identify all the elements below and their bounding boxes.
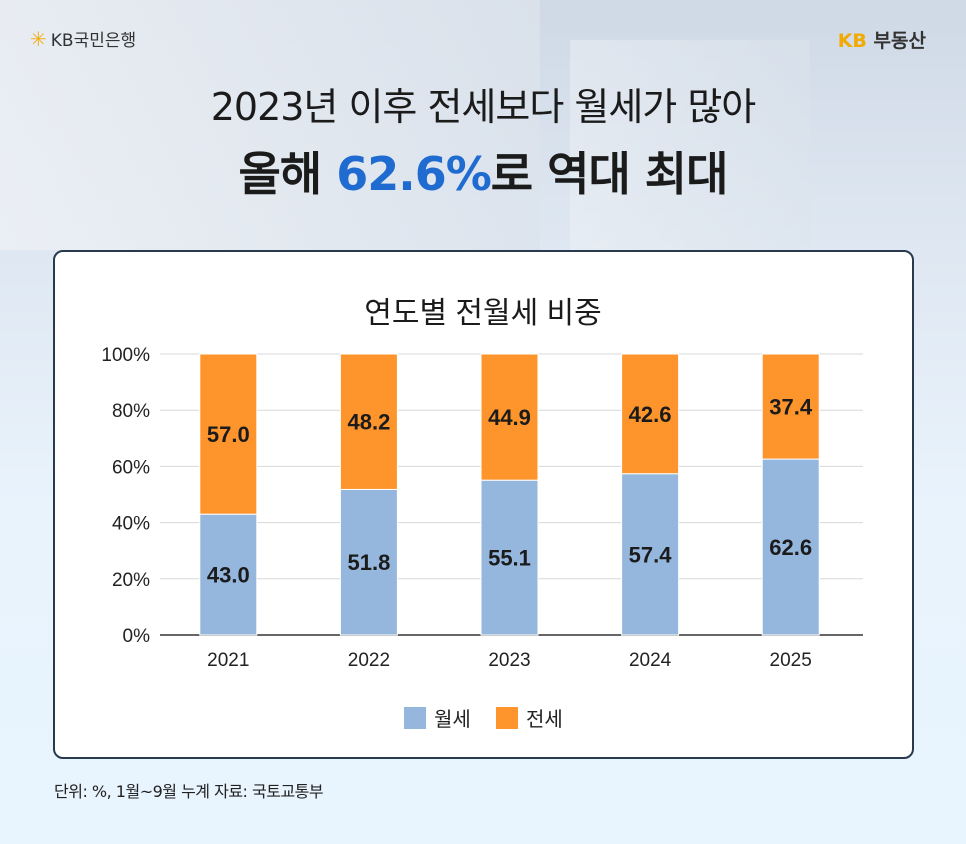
data-label: 44.9: [488, 405, 531, 430]
chart-title: 연도별 전월세 비중: [364, 297, 601, 330]
legend-swatch: [496, 707, 518, 729]
data-label: 37.4: [769, 395, 813, 420]
footnote: 단위: %, 1월~9월 누계 자료: 국토교통부: [54, 782, 324, 801]
data-label: 43.0: [207, 563, 250, 588]
x-tick-label: 2025: [770, 650, 812, 671]
kb-star-icon: ✳: [30, 26, 47, 51]
bar-jeonse: [621, 353, 680, 475]
legend-label: 전세: [526, 708, 563, 731]
y-tick-label: 0%: [123, 626, 151, 647]
y-tick-label: 60%: [112, 457, 150, 478]
y-tick-label: 80%: [112, 401, 150, 422]
bar-wolse: [339, 488, 398, 636]
kb-bank-logo: ✳ KB국민은행: [30, 26, 137, 52]
bar-jeonse: [339, 353, 398, 490]
bar-jeonse: [480, 353, 539, 481]
subheadline: 올해 62.6%로 역대 최대: [0, 138, 966, 204]
data-label: 62.6: [769, 535, 812, 560]
data-label: 57.4: [629, 542, 673, 567]
bar-wolse: [761, 458, 820, 636]
data-label: 57.0: [207, 422, 250, 447]
data-label: 55.1: [488, 546, 531, 571]
bank-logo-text: KB국민은행: [50, 31, 137, 51]
subhead-post: 로 역대 최대: [490, 147, 729, 201]
data-label: 48.2: [347, 410, 390, 435]
x-tick-label: 2022: [348, 650, 390, 671]
x-tick-label: 2021: [207, 650, 249, 671]
x-tick-label: 2023: [488, 650, 530, 671]
logo-kb: KB: [837, 30, 867, 52]
legend-label: 월세: [434, 708, 471, 731]
legend-swatch: [404, 707, 426, 729]
y-tick-label: 20%: [112, 570, 150, 591]
bar-wolse: [621, 473, 680, 636]
background-building: [0, 0, 540, 250]
data-label: 51.8: [347, 550, 390, 575]
subhead-highlight: 62.6%: [336, 147, 492, 201]
logo-text: 부동산: [873, 30, 926, 52]
bar-jeonse: [199, 353, 258, 515]
subhead-pre: 올해: [238, 147, 337, 201]
data-label: 42.6: [629, 402, 672, 427]
headline: 2023년 이후 전세보다 월세가 많아: [210, 85, 757, 129]
y-tick-label: 40%: [112, 514, 150, 535]
y-tick-label: 100%: [101, 345, 150, 366]
x-tick-label: 2024: [629, 650, 672, 671]
kb-realestate-logo: KB 부동산: [838, 26, 926, 53]
bar-jeonse: [761, 353, 820, 460]
background-building: [570, 40, 810, 250]
